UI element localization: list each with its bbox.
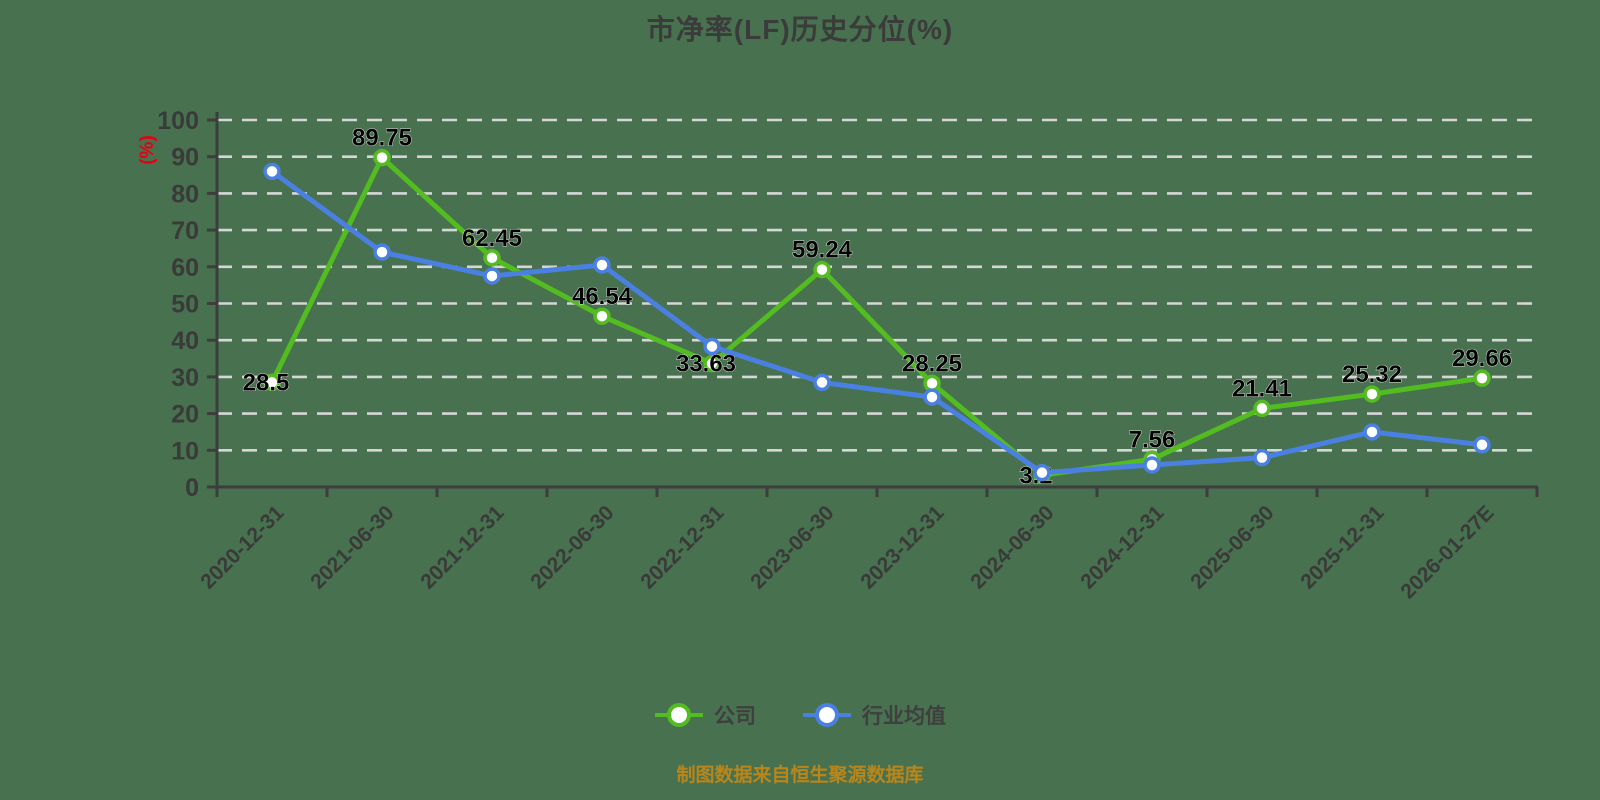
- x-axis-label-2022-12-31: 2022-12-31: [636, 501, 728, 593]
- x-axis-label-2023-12-31: 2023-12-31: [856, 501, 948, 593]
- x-axis-label-2025-12-31: 2025-12-31: [1296, 501, 1388, 593]
- data-point-行业均值-2023-12-31[interactable]: [923, 388, 941, 406]
- data-label-2020-12-31: 28.5: [243, 369, 290, 396]
- y-tick-label-70: 70: [171, 217, 199, 245]
- data-point-公司-2021-12-31[interactable]: [483, 249, 501, 267]
- data-label-2023-12-31: 28.25: [902, 350, 962, 377]
- y-tick-label-40: 40: [171, 327, 199, 355]
- y-tick-label-50: 50: [171, 291, 199, 319]
- x-axis-label-2022-06-30: 2022-06-30: [526, 501, 618, 593]
- y-tick-label-20: 20: [171, 401, 199, 429]
- y-tick-label-10: 10: [171, 437, 199, 465]
- data-label-2023-06-30: 59.24: [792, 237, 853, 264]
- x-axis-label-2025-06-30: 2025-06-30: [1186, 501, 1278, 593]
- series-line-行业均值[interactable]: [269, 168, 1485, 476]
- x-axis-label-2020-12-31: 2020-12-31: [196, 501, 288, 593]
- data-point-行业均值-2021-12-31[interactable]: [483, 267, 501, 285]
- data-point-行业均值-2024-12-31[interactable]: [1143, 456, 1161, 474]
- data-source-note: 制图数据来自恒生聚源数据库: [676, 765, 924, 786]
- data-label-2022-06-30: 46.54: [572, 283, 633, 310]
- x-axis-label-2024-06-30: 2024-06-30: [966, 501, 1058, 593]
- data-point-公司-2025-06-30[interactable]: [1253, 399, 1271, 418]
- x-axis-label-2024-12-31: 2024-12-31: [1076, 501, 1168, 593]
- data-point-行业均值-2020-12-31[interactable]: [263, 162, 281, 181]
- y-tick-label-100: 100: [157, 107, 199, 135]
- data-point-公司-2025-12-31[interactable]: [1363, 385, 1381, 403]
- legend-label-company: 公司: [714, 705, 756, 728]
- legend-item-industry-average[interactable]: 行业均值: [802, 700, 946, 730]
- data-point-行业均值-2022-12-31[interactable]: [703, 337, 721, 356]
- data-label-2024-12-31: 7.56: [1129, 426, 1176, 453]
- data-label-2026-01-27E: 29.66: [1452, 345, 1512, 372]
- data-label-2021-12-31: 62.45: [462, 225, 522, 252]
- data-label-2025-06-30: 21.41: [1232, 375, 1292, 402]
- series-line-公司[interactable]: [269, 155, 1485, 478]
- legend-label-industry-average: 行业均值: [862, 705, 946, 728]
- y-tick-label-30: 30: [171, 364, 199, 392]
- legend-item-company[interactable]: 公司: [654, 700, 756, 730]
- data-point-公司-2021-06-30[interactable]: [373, 148, 391, 167]
- company-series-icon: [655, 703, 703, 727]
- x-axis-label-2026-01-27E: 2026-01-27E: [1396, 501, 1498, 603]
- chart-legend: 公司 行业均值: [0, 700, 1600, 730]
- data-point-公司-2020-12-31[interactable]: [263, 373, 281, 392]
- data-point-行业均值-2025-06-30[interactable]: [1253, 448, 1271, 467]
- y-tick-label-80: 80: [171, 180, 199, 208]
- x-axis-label-2021-12-31: 2021-12-31: [416, 501, 508, 593]
- chart-title: 市净率(LF)历史分位(%): [646, 14, 954, 45]
- data-point-公司-2022-12-31[interactable]: [703, 354, 721, 373]
- data-label-2022-12-31: 33.63: [676, 351, 736, 378]
- x-axis-label-2021-06-30: 2021-06-30: [306, 501, 398, 593]
- y-tick-label-0: 0: [185, 474, 199, 502]
- data-point-行业均值-2022-06-30[interactable]: [593, 256, 611, 274]
- y-tick-label-60: 60: [171, 254, 199, 282]
- data-point-行业均值-2021-06-30[interactable]: [373, 243, 391, 261]
- data-point-行业均值-2023-06-30[interactable]: [813, 373, 831, 392]
- data-point-行业均值-2025-12-31[interactable]: [1363, 423, 1381, 441]
- industry-series-icon: [803, 703, 851, 727]
- x-axis-label-2023-06-30: 2023-06-30: [746, 501, 838, 593]
- data-label-2021-06-30: 89.75: [352, 125, 412, 152]
- data-label-2025-12-31: 25.32: [1342, 361, 1402, 388]
- data-point-公司-2022-06-30[interactable]: [593, 307, 611, 325]
- data-point-公司-2023-06-30[interactable]: [813, 260, 831, 279]
- y-tick-label-90: 90: [171, 144, 199, 172]
- data-point-公司-2023-12-31[interactable]: [923, 374, 941, 393]
- data-point-行业均值-2026-01-27E[interactable]: [1473, 436, 1491, 454]
- data-point-行业均值-2024-06-30[interactable]: [1033, 463, 1051, 482]
- data-point-公司-2026-01-27E[interactable]: [1473, 369, 1491, 387]
